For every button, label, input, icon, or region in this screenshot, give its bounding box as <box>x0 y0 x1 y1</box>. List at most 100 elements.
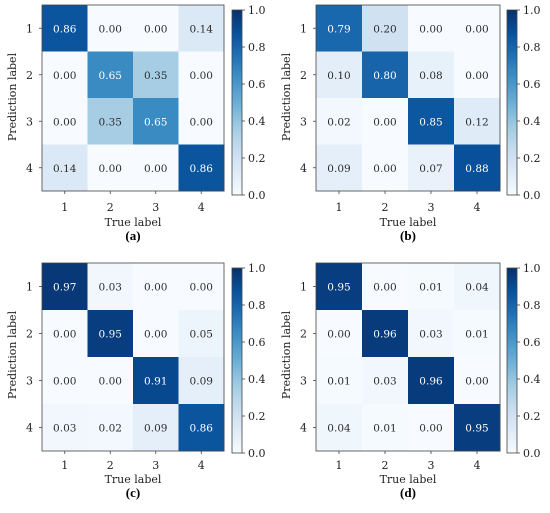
x-tick-label: 1 <box>336 459 343 472</box>
y-tick-label: 3 <box>300 375 307 388</box>
heatmap-cell <box>133 98 179 145</box>
confusion-matrix-panel: 0.95 0.00 0.01 0.040.00 0.96 0.03 0.010.01 0.03… <box>280 262 541 500</box>
confusion-matrix-panel: 0.79 0.20 0.00 0.000.10 0.80 0.08 0.000.02 0.00… <box>280 4 541 243</box>
heatmap-cell <box>454 5 501 52</box>
cell-value-label: 0.00 <box>144 163 167 175</box>
x-tick-label: 4 <box>198 201 205 214</box>
colorbar-tick-label: 0.4 <box>523 373 541 386</box>
heatmap-cell <box>178 404 225 452</box>
cell-value-label: 0.00 <box>419 423 442 435</box>
colorbar-tick-label: 0.8 <box>523 299 541 312</box>
plot-frame <box>315 262 501 452</box>
colorbar-tick-label: 1.0 <box>523 262 541 275</box>
heatmap-cell <box>362 5 409 52</box>
heatmap-cell <box>408 144 455 192</box>
cell-value-label: 0.95 <box>465 423 488 435</box>
colorbar-tick-label: 0.4 <box>523 115 541 128</box>
heatmap-cell <box>133 5 179 52</box>
panel-label: (a) <box>125 228 140 243</box>
cell-value-label: 0.00 <box>373 163 396 175</box>
y-tick-label: 2 <box>300 328 307 341</box>
x-tick-label: 2 <box>382 201 389 214</box>
plot-frame <box>41 4 225 192</box>
cell-value-label: 0.03 <box>53 423 76 435</box>
cell-value-label: 0.00 <box>144 23 167 35</box>
y-tick-label: 4 <box>300 422 307 435</box>
heatmap-cell <box>133 144 179 192</box>
colorbar-tick-label: 0.8 <box>248 41 266 54</box>
cell-value-label: 0.00 <box>465 376 488 388</box>
cell-value-label: 0.10 <box>327 70 350 82</box>
y-tick-label: 1 <box>300 281 307 294</box>
heatmap-cell <box>454 98 501 145</box>
x-tick-label: 3 <box>428 201 435 214</box>
panel-label: (c) <box>126 485 140 500</box>
cell-value-label: 0.12 <box>465 116 488 128</box>
cell-value-label: 0.00 <box>190 282 213 294</box>
x-tick-label: 2 <box>382 459 389 472</box>
cell-value-label: 0.00 <box>327 329 350 341</box>
colorbar-tick-label: 0.8 <box>248 299 266 312</box>
cell-value-label: 0.20 <box>373 23 396 35</box>
cell-value-label: 0.85 <box>419 116 442 128</box>
panel-label: (d) <box>400 485 416 500</box>
cell-value-label: 0.91 <box>144 376 167 388</box>
cell-value-label: 0.03 <box>99 282 122 294</box>
x-axis-label: True label <box>380 473 437 486</box>
colorbar <box>231 267 243 454</box>
colorbar-tick-label: 0.6 <box>523 336 541 349</box>
heatmap-cell <box>316 98 363 145</box>
colorbar-tick-label: 0.4 <box>248 373 266 386</box>
confusion-matrix-panel: 0.86 0.00 0.00 0.14 0.00 0.65 0.35 0.00 0.00 0.35… <box>6 4 266 243</box>
y-tick-label: 4 <box>300 162 307 175</box>
y-tick-label: 3 <box>300 115 307 128</box>
heatmap-cell <box>362 310 409 358</box>
colorbar-tick-label: 0.6 <box>523 78 541 91</box>
y-tick-label: 2 <box>300 69 307 82</box>
plot-frame <box>41 262 225 452</box>
cell-value-label: 0.95 <box>99 329 122 341</box>
heatmap-cell <box>408 310 455 358</box>
cell-value-label: 0.00 <box>53 116 76 128</box>
cell-value-label: 0.09 <box>190 376 213 388</box>
heatmap-cell <box>42 310 88 358</box>
heatmap-cell <box>454 144 501 192</box>
colorbar-tick-label: 0.8 <box>523 41 541 54</box>
heatmap-cell <box>316 357 363 405</box>
heatmap-cell <box>178 98 225 145</box>
heatmap-cell <box>87 5 134 52</box>
cell-value-label: 0.05 <box>190 329 213 341</box>
cell-value-label: 0.02 <box>327 116 350 128</box>
cell-value-label: 0.01 <box>327 376 350 388</box>
y-tick-label: 4 <box>26 162 33 175</box>
cell-value-label: 0.00 <box>373 116 396 128</box>
heatmap-cell <box>454 310 501 358</box>
cell-value-label: 0.02 <box>99 423 122 435</box>
heatmap-cell <box>454 263 501 311</box>
heatmap-cell <box>408 357 455 405</box>
cell-value-label: 0.86 <box>53 23 77 35</box>
y-axis-label: Prediction label <box>280 52 293 141</box>
heatmap-cell <box>178 144 225 192</box>
cell-value-label: 0.00 <box>144 329 167 341</box>
heatmap-cell <box>42 144 88 192</box>
cell-value-label: 0.01 <box>465 329 488 341</box>
colorbar-tick-label: 0.0 <box>523 447 541 460</box>
cell-value-label: 0.00 <box>419 23 442 35</box>
colorbar-tick-label: 0.6 <box>248 78 266 91</box>
heatmap-cell <box>87 51 134 99</box>
heatmap-cell <box>408 404 455 452</box>
y-axis-label: Prediction label <box>6 52 19 141</box>
heatmap-cell <box>42 98 88 145</box>
cell-value-label: 0.88 <box>465 163 488 175</box>
x-tick-label: 4 <box>474 201 481 214</box>
x-tick-label: 4 <box>198 459 205 472</box>
cell-value-label: 0.00 <box>190 70 213 82</box>
heatmap-cell <box>454 404 501 452</box>
colorbar-tick-label: 1.0 <box>248 262 266 275</box>
colorbar-tick-label: 0.0 <box>523 189 541 202</box>
cell-value-label: 0.09 <box>144 423 167 435</box>
heatmap-cell <box>362 144 409 192</box>
colorbar-tick-label: 0.4 <box>248 115 266 128</box>
cell-value-label: 0.00 <box>144 282 167 294</box>
